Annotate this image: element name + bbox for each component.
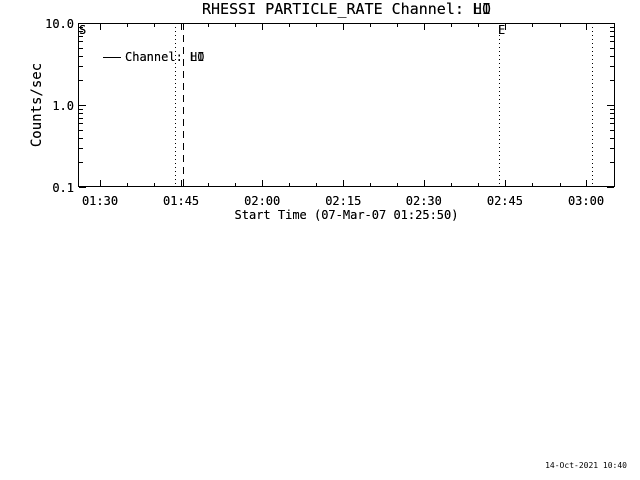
plot-title-lo: RHESSI PARTICLE_RATE Channel: LO: [202, 0, 491, 18]
x-tick-label: 01:30: [81, 194, 119, 208]
x-tick-label: 02:00: [244, 194, 281, 208]
x-tick-label: 03:00: [567, 194, 605, 208]
y-tick-label: 1.0: [52, 99, 74, 113]
legend-label: Channel: HI: [125, 50, 205, 64]
plot-axes-hi: [78, 23, 615, 188]
y-tick-label: 10.0: [45, 17, 74, 31]
y-tick-label: 1.0: [52, 99, 74, 113]
x-tick-label: 02:45: [486, 194, 523, 208]
x-tick-label: 02:00: [244, 194, 281, 208]
plot-panel-hi: RHESSI PARTICLE_RATE Channel: HI Counts/…: [29, 0, 615, 222]
x-tick-label: 01:30: [81, 194, 119, 208]
start-marker-label: S: [79, 23, 87, 37]
y-tick-label: 0.1: [52, 181, 74, 195]
creation-timestamp: 14-Oct-2021 10:40: [545, 461, 627, 470]
start-marker-label: S: [79, 23, 87, 37]
x-tick-label: 01:45: [163, 194, 200, 208]
end-marker-label: E: [498, 23, 506, 37]
x-tick-label: 02:30: [405, 194, 442, 208]
x-tick-label: 02:15: [325, 194, 362, 208]
x-axis-label: Start Time (07-Mar-07 01:25:50): [234, 208, 459, 222]
plot-title-hi: RHESSI PARTICLE_RATE Channel: HI: [202, 0, 491, 18]
y-tick-label: 10.0: [45, 17, 74, 31]
plot-box: [78, 23, 615, 187]
x-tick-label: 01:45: [163, 194, 200, 208]
legend-label: Channel: LO: [125, 50, 205, 64]
plot-panel-lo: RHESSI PARTICLE_RATE Channel: LO Counts/…: [29, 0, 615, 222]
x-tick-label: 03:00: [567, 194, 605, 208]
x-tick-label: 02:30: [405, 194, 442, 208]
x-tick-label: 02:45: [486, 194, 523, 208]
x-axis-label: Start Time (07-Mar-07 01:25:50): [234, 208, 459, 222]
end-marker-label: E: [498, 23, 506, 37]
y-tick-label: 0.1: [52, 181, 74, 195]
x-tick-label: 02:15: [325, 194, 362, 208]
legend-sample-line: [103, 57, 121, 58]
